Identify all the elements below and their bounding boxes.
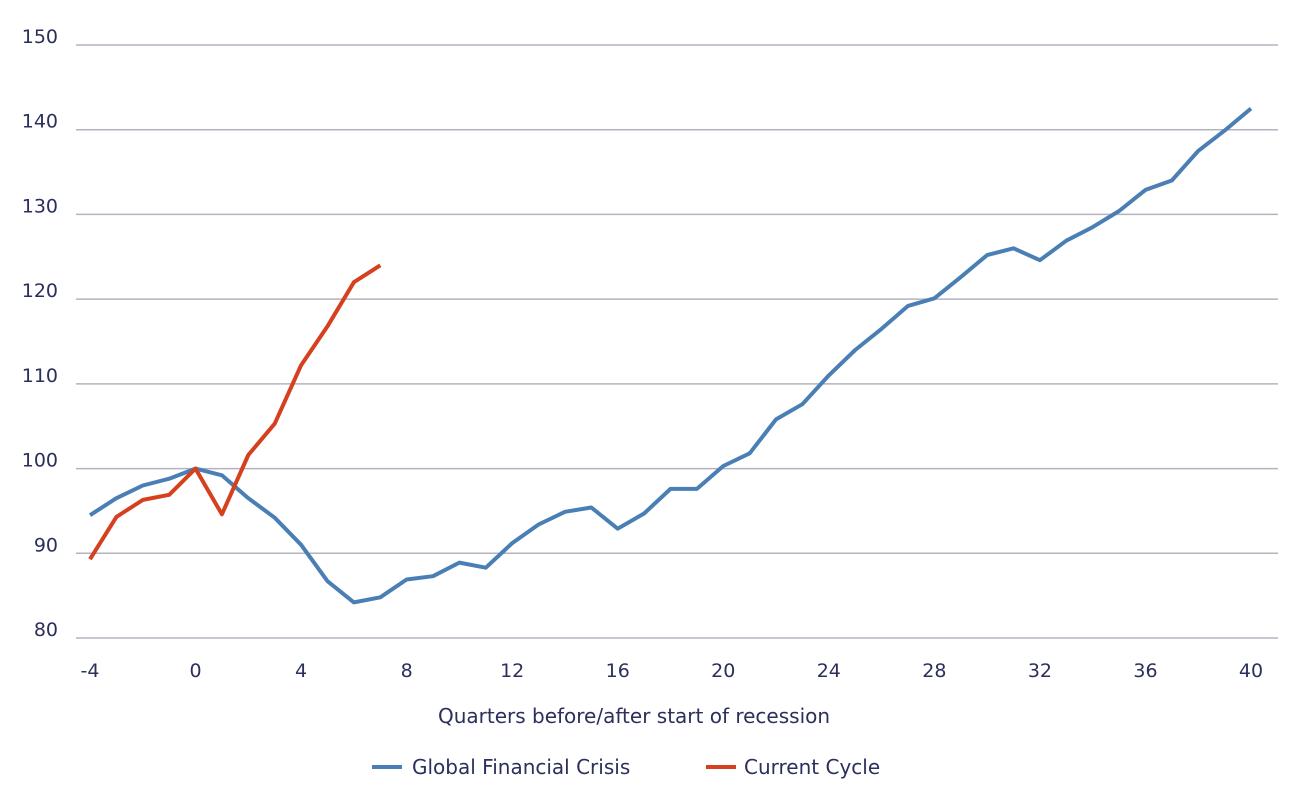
y-tick-label: 120	[22, 280, 58, 302]
x-tick-label: 12	[500, 660, 524, 682]
x-axis-ticks: -4 0 4 8 12 16 20 24 28 32 36 40	[81, 660, 1264, 682]
x-tick-label: 16	[606, 660, 630, 682]
legend-label-current-cycle: Current Cycle	[744, 755, 880, 779]
y-tick-label: 80	[34, 619, 58, 641]
y-tick-label: 90	[34, 534, 58, 556]
y-tick-label: 150	[22, 26, 58, 48]
y-tick-label: 140	[22, 111, 58, 133]
x-tick-label: 24	[817, 660, 841, 682]
x-tick-label: 36	[1133, 660, 1157, 682]
y-tick-label: 130	[22, 195, 58, 217]
x-tick-label: 20	[711, 660, 735, 682]
gridlines	[76, 44, 1278, 639]
x-axis-title: Quarters before/after start of recession	[438, 704, 830, 728]
y-tick-label: 110	[22, 365, 58, 387]
series-line-current-cycle	[88, 263, 382, 561]
x-tick-label: 0	[189, 660, 201, 682]
series-line-global-financial-crisis	[88, 106, 1253, 605]
x-tick-label: 40	[1239, 660, 1263, 682]
x-tick-label: 32	[1028, 660, 1052, 682]
x-tick-label: -4	[81, 660, 100, 682]
y-tick-label: 100	[22, 450, 58, 472]
x-tick-label: 28	[922, 660, 946, 682]
legend: Global Financial Crisis Current Cycle	[372, 755, 880, 779]
x-tick-label: 8	[401, 660, 413, 682]
y-axis-ticks: 80 90 100 110 120 130 140 150	[22, 26, 58, 641]
x-tick-label: 4	[295, 660, 307, 682]
series-lines	[88, 106, 1253, 605]
legend-label-global-financial-crisis: Global Financial Crisis	[412, 755, 630, 779]
